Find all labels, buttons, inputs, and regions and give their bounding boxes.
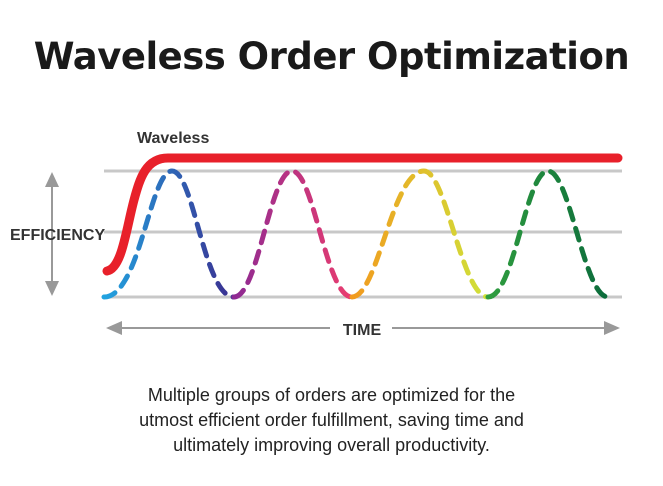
time-arrow-icon [106,321,620,335]
wave-3-dashed-line [349,168,491,300]
wave-4-dashed-line [485,168,611,300]
efficiency-arrow-icon [45,172,59,296]
x-axis-label: TIME [343,322,382,339]
y-axis-label: EFFICIENCY [10,227,105,244]
waveless-label: Waveless [137,130,209,147]
caption: Multiple groups of orders are optimized … [0,383,663,458]
waveless-line [102,153,623,276]
caption-line-3: ultimately improving overall productivit… [173,435,490,455]
diagram-title: Waveless Order Optimization [33,35,630,78]
wave-2-dashed-line [231,168,355,300]
caption-line-2: utmost efficient order fulfillment, savi… [139,410,524,430]
wave-1-dashed-line [101,168,237,300]
efficiency-diagram: Waveless EFFICIENCY TIME [10,130,623,339]
caption-line-1: Multiple groups of orders are optimized … [147,385,516,405]
